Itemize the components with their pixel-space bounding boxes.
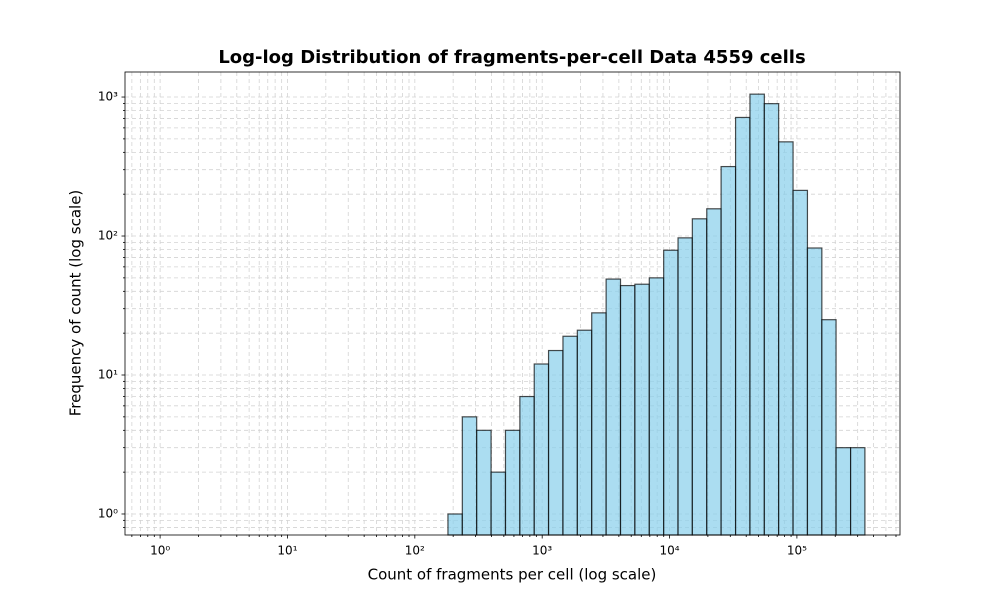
- bar: [720, 165, 737, 536]
- bar: [706, 208, 722, 536]
- bar: [849, 447, 866, 536]
- bar: [447, 513, 463, 536]
- y-tick-label: 10³: [98, 90, 118, 104]
- x-tick-label: 10²: [405, 544, 425, 558]
- bar: [519, 395, 535, 536]
- bar: [591, 312, 607, 536]
- chart-title: Log-log Distribution of fragments-per-ce…: [218, 47, 805, 68]
- x-tick-label: 10⁵: [787, 544, 807, 558]
- bar: [461, 416, 478, 536]
- bar: [663, 249, 679, 536]
- bar: [634, 283, 650, 536]
- x-tick-label: 10⁴: [659, 544, 679, 558]
- bar: [792, 189, 809, 536]
- y-axis-label: Frequency of count (log scale): [67, 190, 85, 417]
- bar: [778, 141, 794, 536]
- bar: [533, 363, 550, 536]
- x-tick-label: 10³: [532, 544, 552, 558]
- bar: [691, 218, 708, 536]
- bar: [749, 93, 765, 536]
- bar: [504, 429, 521, 536]
- bar: [734, 116, 751, 536]
- bar: [821, 319, 837, 536]
- bar: [547, 349, 564, 536]
- x-tick-label: 10¹: [277, 544, 297, 558]
- bar: [806, 247, 823, 536]
- y-tick-label: 10¹: [98, 368, 118, 382]
- plot-frame: [124, 71, 901, 536]
- bar: [605, 278, 622, 536]
- bar: [835, 447, 852, 536]
- bar: [490, 471, 507, 536]
- bar: [576, 329, 593, 536]
- bar: [677, 237, 693, 536]
- bar: [562, 335, 578, 536]
- bar: [648, 277, 665, 536]
- bar: [763, 103, 780, 536]
- bar: [619, 284, 636, 536]
- y-tick-label: 10⁰: [98, 506, 118, 520]
- bar: [476, 429, 492, 536]
- x-axis-label: Count of fragments per cell (log scale): [368, 566, 657, 584]
- y-tick-label: 10²: [98, 229, 118, 243]
- x-tick-label: 10⁰: [150, 544, 170, 558]
